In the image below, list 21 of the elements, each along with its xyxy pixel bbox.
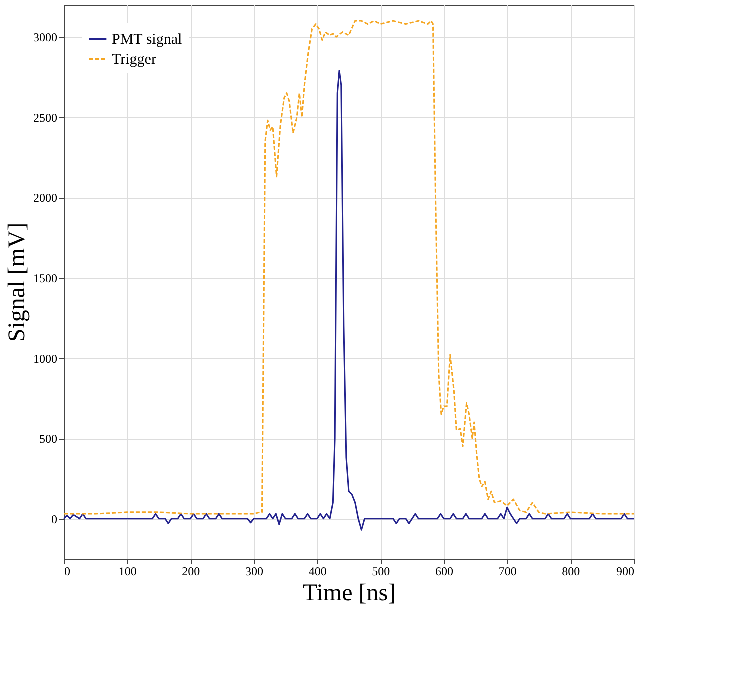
y-tick-label: 2000 [34,191,58,206]
x-tick-label: 800 [562,564,580,578]
x-tick-label: 700 [498,564,517,578]
y-axis-title: Signal [mV] [4,222,30,342]
y-tick-label: 500 [40,432,58,446]
x-tick-label: 500 [372,564,390,578]
y-tick-label: 0 [52,512,58,526]
x-tick-label: 600 [436,564,454,578]
legend-label: Trigger [112,52,156,68]
x-tick-label: 900 [616,564,634,578]
legend-label: PMT signal [112,32,182,48]
x-tick-label: 300 [246,564,264,578]
y-tick-label: 3000 [34,30,58,45]
y-tick-label: 2500 [34,110,58,125]
y-tick-label: 1500 [34,271,58,286]
x-axis-title: Time [ns] [302,580,396,606]
x-tick-label: 200 [182,564,200,578]
x-tick-label: 0 [64,564,70,578]
x-tick-label: 100 [118,564,137,578]
x-tick-label: 400 [308,564,327,578]
y-tick-label: 1000 [34,352,58,366]
